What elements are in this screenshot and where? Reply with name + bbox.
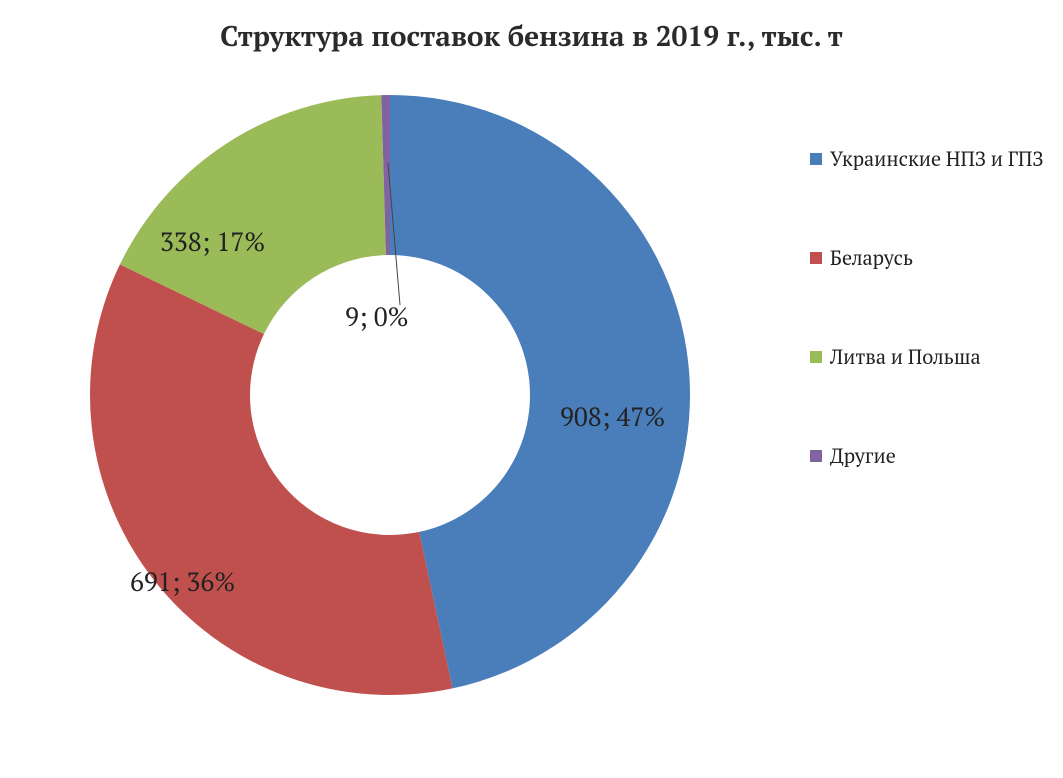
donut-svg — [80, 85, 700, 705]
slice-0 — [390, 95, 690, 688]
donut-chart — [80, 85, 700, 705]
legend-item-3: Другие — [810, 442, 1050, 469]
legend-swatch-3 — [810, 450, 822, 462]
chart-area: 908; 47% 691; 36% 338; 17% 9; 0% Украинс… — [0, 55, 1063, 715]
legend-item-0: Украинские НПЗ и ГПЗ — [810, 145, 1050, 172]
legend-swatch-0 — [810, 153, 822, 165]
slice-label-2: 338; 17% — [160, 225, 265, 259]
legend-swatch-2 — [810, 351, 822, 363]
legend-label-0: Украинские НПЗ и ГПЗ — [830, 145, 1043, 172]
legend-label-3: Другие — [830, 442, 896, 469]
legend: Украинские НПЗ и ГПЗ Беларусь Литва и По… — [810, 145, 1050, 541]
slice-label-1: 691; 36% — [130, 565, 235, 599]
legend-item-1: Беларусь — [810, 244, 1050, 271]
slice-label-0: 908; 47% — [560, 400, 665, 434]
legend-swatch-1 — [810, 252, 822, 264]
legend-label-1: Беларусь — [830, 244, 913, 271]
legend-item-2: Литва и Польша — [810, 343, 1050, 370]
chart-title: Структура поставок бензина в 2019 г., ты… — [0, 0, 1063, 55]
slice-label-3: 9; 0% — [345, 300, 409, 334]
legend-label-2: Литва и Польша — [830, 343, 981, 370]
